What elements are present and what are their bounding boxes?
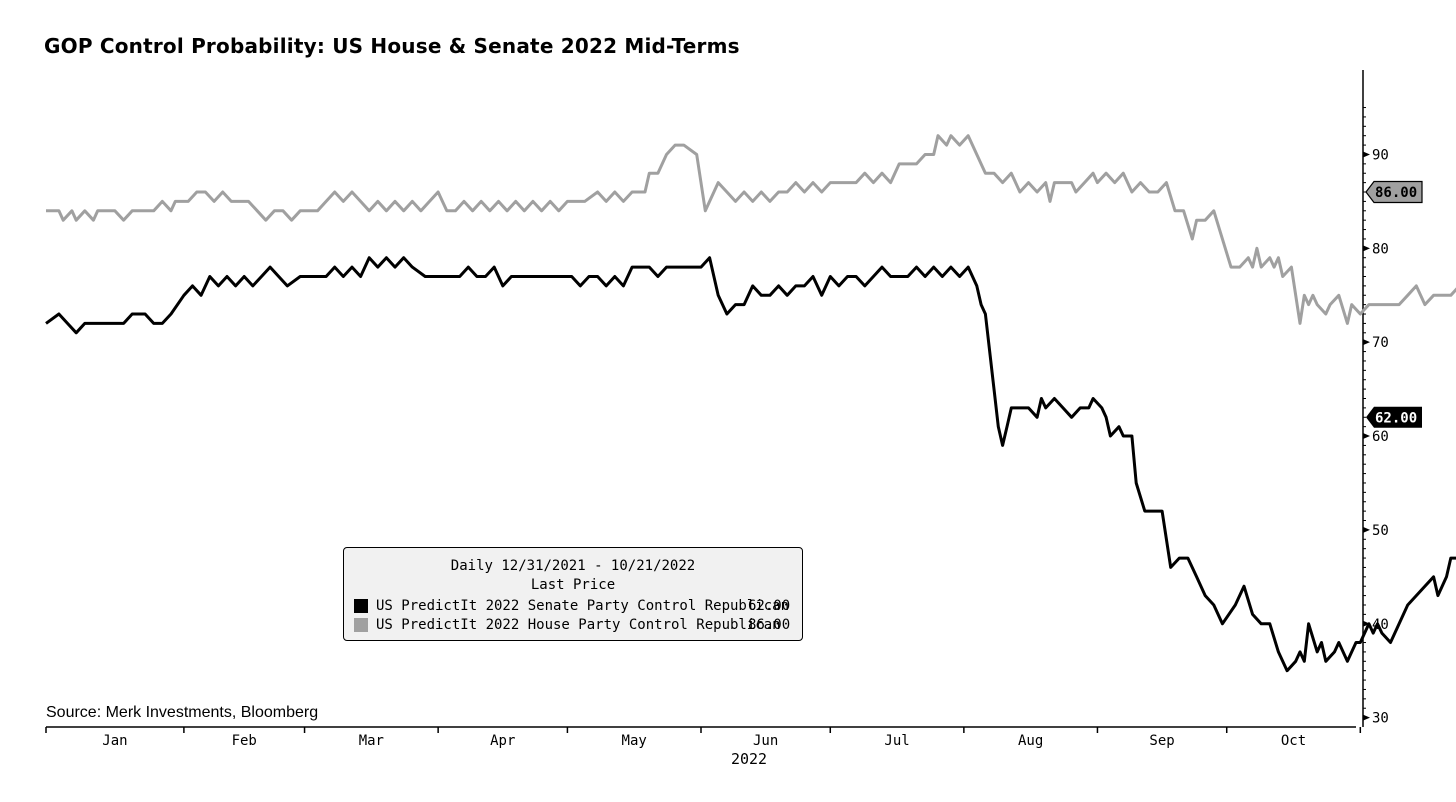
source-note: Source: Merk Investments, Bloomberg [46, 704, 319, 721]
legend-entry-house: US PredictIt 2022 House Party Control Re… [354, 616, 790, 634]
y-tick-marker [1363, 245, 1370, 252]
x-tick-label: Jun [753, 733, 778, 749]
legend-value-senate: 62.00 [748, 598, 791, 614]
y-tick-marker [1363, 526, 1370, 533]
last-value-tag-senate [1366, 406, 1422, 428]
legend-swatch-senate [354, 599, 368, 613]
x-tick-label: Jan [102, 733, 127, 749]
legend-period: Daily 12/31/2021 - 10/21/2022 [450, 558, 696, 574]
y-tick-label: 60 [1372, 429, 1389, 445]
series-line-senate [45, 256, 1456, 673]
y-tick-marker [1363, 339, 1370, 346]
last-value-label-house: 86.00 [1375, 185, 1417, 201]
y-tick-label: 70 [1372, 335, 1389, 351]
last-value-label-senate: 62.00 [1375, 410, 1417, 426]
series-line-house [46, 134, 1456, 325]
y-tick-label: 80 [1372, 241, 1389, 257]
x-tick-label: Aug [1018, 733, 1043, 749]
y-tick-marker [1363, 433, 1370, 440]
x-tick-label: Feb [232, 733, 257, 749]
x-tick-label: May [622, 733, 647, 749]
x-axis-label: 2022 [731, 750, 767, 768]
legend-field: Last Price [530, 577, 616, 593]
y-tick-marker [1363, 620, 1370, 627]
series-layer [45, 134, 1456, 673]
y-tick-marker [1363, 151, 1370, 158]
end-labels: 62.00 86.00 [1365, 180, 1423, 428]
last-value-tag-house [1365, 180, 1423, 204]
chart-title: GOP Control Probability: US House & Sena… [44, 34, 740, 58]
legend-entry-senate: US PredictIt 2022 Senate Party Control R… [354, 597, 790, 615]
y-tick-label: 90 [1372, 147, 1389, 163]
legend-value-house: 86.00 [748, 617, 791, 633]
x-tick-label: Sep [1149, 733, 1174, 749]
legend-label-house: US PredictIt 2022 House Party Control Re… [376, 617, 781, 633]
x-tick-label: Mar [359, 733, 384, 749]
y-tick-marker [1363, 714, 1370, 721]
x-tick-label: Oct [1281, 733, 1306, 749]
x-tick-label: Apr [490, 733, 515, 749]
x-tick-label: Jul [884, 733, 909, 749]
legend-box: Daily 12/31/2021 - 10/21/2022 Last Price… [343, 547, 803, 641]
y-tick-label: 30 [1372, 711, 1389, 727]
y-tick-label: 50 [1372, 523, 1389, 539]
legend-swatch-house [354, 618, 368, 632]
legend-label-senate: US PredictIt 2022 Senate Party Control R… [376, 598, 790, 614]
